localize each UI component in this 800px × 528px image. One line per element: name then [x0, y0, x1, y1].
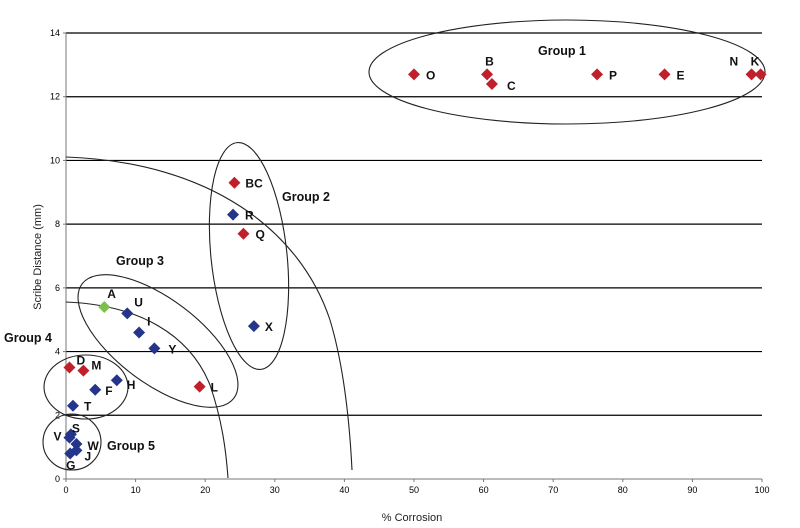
x-tick-label: 50 [409, 485, 419, 495]
point-marker-v [63, 431, 76, 444]
point-label-d: D [76, 354, 85, 368]
y-tick-label: 10 [50, 155, 60, 165]
group-1-label: Group 1 [538, 44, 586, 58]
y-tick-label: 8 [55, 219, 60, 229]
point-label-c: C [507, 79, 516, 93]
point-label-j: J [84, 449, 91, 463]
point-marker-r [227, 208, 240, 221]
inner-boundary-curve [65, 301, 229, 479]
y-tick-label: 14 [50, 28, 60, 38]
point-marker-m [77, 364, 90, 377]
group-2-outline [208, 142, 290, 370]
point-marker-a [98, 300, 111, 313]
point-label-a: A [107, 287, 116, 301]
point-label-b: B [485, 54, 494, 68]
y-tick-label: 12 [50, 92, 60, 102]
point-label-l: L [211, 381, 218, 395]
point-label-w: W [87, 439, 99, 453]
point-label-q: Q [255, 228, 264, 242]
point-label-v: V [53, 430, 61, 444]
point-marker-c [485, 77, 498, 90]
point-label-r: R [245, 209, 254, 223]
point-label-t: T [84, 400, 92, 414]
point-label-i: I [147, 314, 150, 328]
point-marker-p [591, 68, 604, 81]
point-marker-q [237, 227, 250, 240]
outer-boundary-curve [65, 156, 353, 471]
point-marker-u [121, 307, 134, 320]
x-tick-label: 60 [479, 485, 489, 495]
x-tick-label: 80 [618, 485, 628, 495]
x-tick-label: 90 [687, 485, 697, 495]
point-label-bc: BC [245, 177, 263, 191]
point-marker-x [247, 320, 260, 333]
x-tick-label: 100 [754, 485, 769, 495]
y-tick-label: 4 [55, 347, 60, 357]
x-tick-label: 30 [270, 485, 280, 495]
y-axis-title: Scribe Distance (mm) [32, 204, 44, 310]
point-marker-d [63, 361, 76, 374]
point-marker-t [66, 399, 79, 412]
x-tick-label: 10 [131, 485, 141, 495]
point-marker-k [754, 68, 767, 81]
x-axis-title: % Corrosion [382, 512, 443, 524]
point-marker-y [148, 342, 161, 355]
grid-layer [66, 32, 762, 416]
point-label-u: U [134, 295, 143, 309]
point-label-y: Y [168, 342, 176, 356]
point-marker-o [408, 68, 420, 81]
point-marker-i [133, 326, 146, 339]
point-label-g: G [66, 459, 75, 473]
group-5-label: Group 5 [107, 439, 155, 453]
point-label-e: E [677, 68, 685, 82]
group-3-label: Group 3 [116, 254, 164, 268]
point-marker-bc [228, 176, 241, 189]
y-tick-label: 2 [55, 410, 60, 420]
group-1-outline [368, 19, 766, 125]
x-tick-label: 70 [548, 485, 558, 495]
point-label-m: M [91, 359, 101, 373]
point-marker-h [110, 374, 123, 387]
group-4-label: Group 4 [4, 331, 52, 345]
axes-layer: 0 2 4 6 8 10 12 14 0 10 20 30 40 50 60 70 80 90 100 [50, 28, 770, 495]
point-label-h: H [127, 378, 136, 392]
point-marker-w [70, 437, 83, 450]
point-label-p: P [609, 68, 617, 82]
group-2-label: Group 2 [282, 190, 330, 204]
point-label-x: X [265, 320, 273, 334]
point-label-k: K [751, 54, 760, 68]
group-outlines [42, 19, 766, 479]
x-tick-label: 0 [63, 485, 68, 495]
x-tick-label: 40 [339, 485, 349, 495]
point-label-s: S [72, 421, 80, 435]
group-5-outline [42, 413, 102, 471]
point-marker-e [658, 68, 671, 81]
group-4-outline [43, 354, 129, 420]
point-marker-n [745, 68, 758, 81]
point-marker-g [64, 447, 77, 460]
point-marker-f [89, 383, 102, 396]
group-3-outline [77, 274, 239, 408]
y-tick-label: 0 [55, 474, 60, 484]
point-marker-b [481, 68, 494, 81]
x-tick-label: 20 [200, 485, 210, 495]
point-marker-l [193, 380, 206, 393]
point-label-f: F [105, 384, 112, 398]
y-tick-label: 6 [55, 283, 60, 293]
point-label-o: O [426, 68, 435, 82]
point-label-n: N [730, 54, 739, 68]
